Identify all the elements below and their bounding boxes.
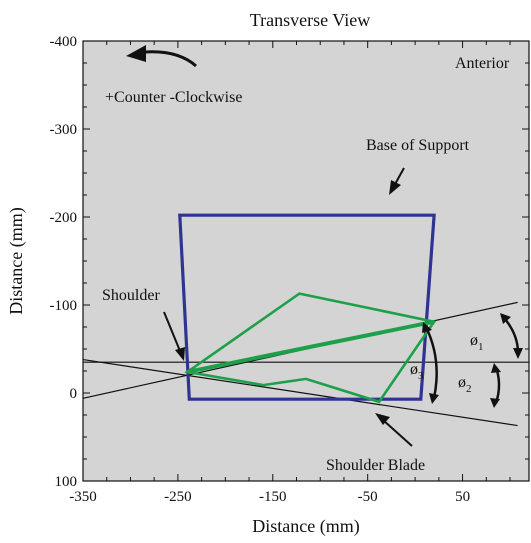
- reference-line-3: [82, 358, 518, 427]
- shoulder-blade-arrowhead-icon: [375, 413, 390, 425]
- axis-ticks: [82, 40, 529, 482]
- x-tick-label: -250: [164, 489, 192, 505]
- shoulder-arrowhead-icon: [175, 347, 185, 361]
- series-base-of-support: [178, 213, 436, 401]
- angle-label-phi3: ø3: [410, 361, 424, 382]
- annotation-shoulder-blade: Shoulder Blade: [326, 457, 425, 474]
- angle-label-phi2: ø2: [458, 374, 472, 395]
- y-tick-label: -400: [50, 34, 78, 50]
- x-tick-label: -50: [358, 489, 378, 505]
- rotation-arrowhead-icon: [126, 45, 146, 62]
- x-axis-label: Distance (mm): [252, 516, 359, 537]
- angle-arc-phi3-icon: [424, 326, 438, 399]
- series-layer: [178, 213, 437, 404]
- angle-arrowhead-phi2-top-icon: [491, 363, 501, 373]
- angle-arrowhead-phi1-bottom-icon: [513, 348, 523, 359]
- annotation-shoulder: Shoulder: [102, 287, 160, 304]
- y-tick-label: -100: [50, 298, 78, 314]
- y-axis-label: Distance (mm): [6, 207, 27, 314]
- y-tick-label: -200: [50, 210, 78, 226]
- y-tick-label: 100: [55, 474, 78, 490]
- y-tick-label: 0: [70, 386, 78, 402]
- angle-arrowhead-phi2-bottom-icon: [490, 398, 500, 408]
- x-tick-label: 50: [455, 489, 470, 505]
- rotation-arrow-icon: [144, 50, 197, 68]
- angle-arrowhead-phi3-bottom-icon: [429, 393, 439, 404]
- tick-labels: -350 -250 -150 -50 50 -400 -300 -200 -100 0 100: [50, 34, 471, 505]
- y-tick-label: -300: [50, 122, 78, 138]
- shoulder-arrow-icon: [163, 311, 181, 352]
- x-tick-label: -350: [69, 489, 97, 505]
- shoulder-blade-arrow-icon: [382, 419, 413, 447]
- annotation-anterior: Anterior: [455, 55, 510, 72]
- arrows: [126, 45, 523, 447]
- base-of-support-arrowhead-icon: [389, 180, 401, 195]
- plot-area: [82, 40, 530, 482]
- annotation-counter-clockwise: +Counter -Clockwise: [105, 89, 242, 106]
- series-2: [184, 292, 437, 404]
- x-tick-label: -150: [259, 489, 287, 505]
- angle-label-phi1: ø1: [470, 332, 484, 353]
- annotation-base-of-support: Base of Support: [366, 137, 470, 154]
- angle-arrowhead-phi1-top-icon: [500, 313, 511, 324]
- chart-title: Transverse View: [250, 10, 370, 30]
- series-3: [187, 319, 435, 374]
- angle-arrowhead-phi3-top-icon: [422, 322, 432, 333]
